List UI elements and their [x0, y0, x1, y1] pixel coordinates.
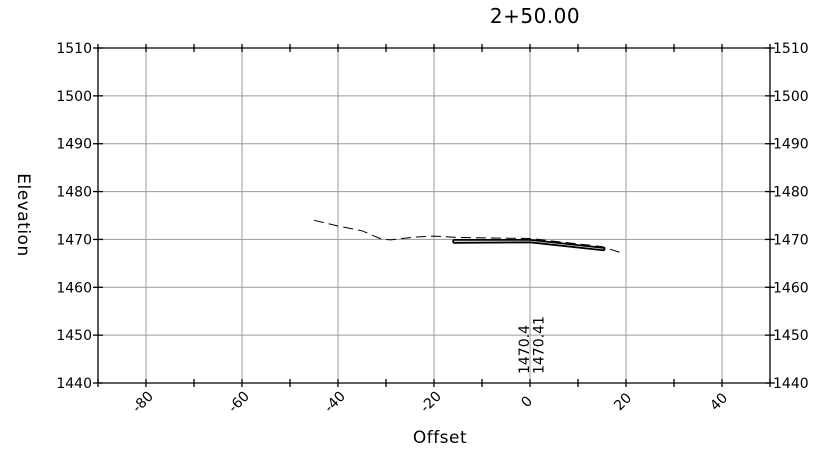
x-axis-label: Offset — [412, 428, 468, 448]
y-tick-label-left: 1480 — [56, 185, 92, 201]
y-tick-label-left: 1510 — [56, 41, 92, 57]
y-tick-label-right: 1460 — [773, 280, 809, 296]
x-tick-label: 20 — [611, 390, 635, 414]
y-axis-label: Elevation — [13, 173, 33, 257]
y-tick-label-left: 1450 — [56, 328, 92, 344]
y-tick-label-right: 1480 — [773, 185, 809, 201]
y-tick-label-left: 1470 — [56, 232, 92, 248]
existing-ground-line — [313, 219, 622, 254]
y-tick-label-left: 1460 — [56, 280, 92, 296]
x-tick-label: 0 — [518, 393, 536, 411]
y-tick-label-right: 1510 — [773, 41, 809, 57]
axes — [93, 44, 775, 387]
tick-labels: 1440 1440 1450 1450 1460 1460 1470 1470 1480 1480… — [56, 41, 808, 416]
elevation-annotation: 1470.41 — [532, 316, 548, 374]
design-surface-line — [453, 241, 605, 252]
y-tick-label-left: 1500 — [56, 89, 92, 105]
elevation-annotation: 1470.4 — [517, 325, 533, 374]
design-surface-line — [453, 238, 605, 249]
chart-title: 2+50.00 — [489, 4, 581, 28]
x-tick-label: -80 — [129, 388, 156, 415]
y-tick-label-right: 1440 — [773, 376, 809, 392]
y-tick-label-right: 1500 — [773, 89, 809, 105]
x-tick-label: -20 — [417, 388, 444, 415]
y-tick-label-right: 1490 — [773, 137, 809, 153]
x-tick-label: -40 — [321, 388, 348, 415]
x-tick-label: 40 — [707, 390, 731, 414]
plot-lines — [313, 219, 622, 254]
x-tick-label: -60 — [225, 388, 252, 415]
y-tick-label-right: 1470 — [773, 232, 809, 248]
grid-lines — [98, 47, 770, 384]
y-tick-label-right: 1450 — [773, 328, 809, 344]
y-tick-label-left: 1490 — [56, 137, 92, 153]
y-tick-label-left: 1440 — [56, 376, 92, 392]
